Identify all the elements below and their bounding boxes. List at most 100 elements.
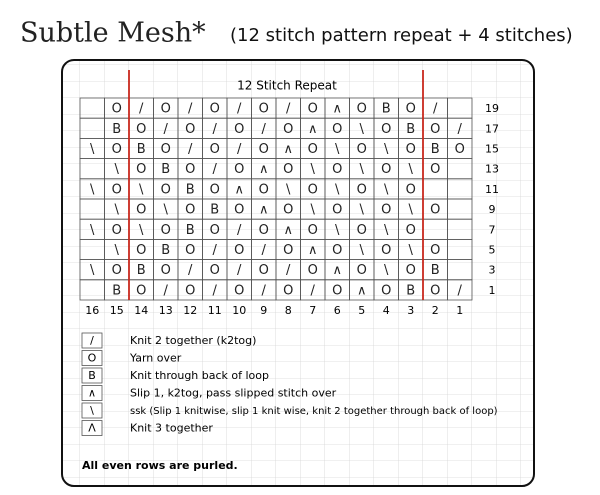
stitch-symbol: \ — [90, 263, 95, 278]
legend-symbol: / — [90, 334, 94, 347]
stitch-symbol: B — [210, 203, 219, 218]
stitch-symbol: \ — [384, 182, 389, 197]
stitch-symbol: O — [234, 122, 244, 137]
stitch-symbol: / — [213, 283, 218, 298]
legend-symbol: \ — [90, 404, 94, 417]
repeat-label: 12 Stitch Repeat — [237, 79, 337, 93]
stitch-symbol: O — [185, 243, 195, 258]
stitch-symbol: ∧ — [308, 122, 318, 137]
stitch-symbol: O — [357, 263, 367, 278]
column-number: 7 — [309, 304, 316, 317]
legend-box — [81, 420, 103, 436]
stitch-symbol: O — [161, 263, 171, 278]
stitch-symbol: O — [185, 203, 195, 218]
stitch-symbol: / — [262, 243, 267, 258]
subtitle: (12 stitch pattern repeat + 4 stitches) — [230, 25, 573, 46]
legend-box — [81, 385, 103, 401]
stitch-symbol: \ — [360, 203, 365, 218]
column-number: 14 — [134, 304, 148, 317]
stitch-symbol: O — [308, 263, 318, 278]
stitch-symbol: ∧ — [234, 182, 244, 197]
column-number: 12 — [183, 304, 197, 317]
stitch-symbol: B — [406, 283, 415, 298]
legend-box — [81, 402, 103, 419]
stitch-symbol: O — [136, 122, 146, 137]
column-number: 6 — [334, 304, 341, 317]
stitch-symbol: O — [112, 263, 122, 278]
legend-symbol: B — [88, 369, 96, 382]
stitch-symbol: O — [430, 162, 440, 177]
stitch-symbol: ∧ — [308, 243, 318, 258]
stitch-symbol: O — [283, 283, 293, 298]
stitch-symbol: O — [210, 102, 220, 117]
stitch-symbol: \ — [409, 162, 414, 177]
stitch-symbol: O — [283, 162, 293, 177]
column-number: 15 — [110, 304, 124, 317]
stitch-symbol: O — [308, 223, 318, 238]
row-number: 3 — [489, 264, 496, 277]
stitch-symbol: B — [137, 142, 146, 157]
stitch-symbol: / — [262, 122, 267, 137]
stitch-symbol: O — [210, 182, 220, 197]
stitch-symbol: O — [332, 243, 342, 258]
row-number: 5 — [489, 244, 496, 257]
stitch-symbol: O — [136, 162, 146, 177]
legend-text: Knit 2 together (k2tog) — [130, 334, 256, 347]
stitch-symbol: O — [259, 182, 269, 197]
stitch-symbol: B — [406, 122, 415, 137]
stitch-symbol: O — [185, 162, 195, 177]
stitch-symbol: O — [332, 283, 342, 298]
column-number: 8 — [285, 304, 292, 317]
stitch-symbol: O — [259, 102, 269, 117]
stitch-symbol: O — [234, 162, 244, 177]
stitch-symbol: / — [139, 102, 144, 117]
stitch-symbol: O — [357, 102, 367, 117]
stitch-symbol: \ — [90, 223, 95, 238]
title: Subtle Mesh* — [20, 18, 206, 49]
stitch-symbol: / — [458, 122, 463, 137]
stitch-symbol: / — [213, 122, 218, 137]
stitch-symbol: \ — [384, 223, 389, 238]
stitch-symbol: O — [210, 263, 220, 278]
stitch-symbol: \ — [139, 182, 144, 197]
legend-text: Knit 3 together — [130, 422, 213, 435]
stitch-symbol: O — [234, 243, 244, 258]
stitch-symbol: O — [406, 142, 416, 157]
legend-text: Slip 1, k2tog, pass slipped stitch over — [130, 387, 337, 400]
stitch-symbol: O — [112, 223, 122, 238]
stitch-symbol: O — [455, 142, 465, 157]
column-number: 5 — [358, 304, 365, 317]
legend-box — [81, 332, 103, 349]
stitch-symbol: O — [112, 182, 122, 197]
column-number: 2 — [432, 304, 439, 317]
stitch-symbol: O — [406, 182, 416, 197]
stitch-symbol: O — [357, 142, 367, 157]
column-number: 10 — [232, 304, 246, 317]
stitch-symbol: O — [406, 223, 416, 238]
stitch-symbol: \ — [164, 203, 169, 218]
stitch-symbol: / — [458, 283, 463, 298]
stitch-symbol: O — [332, 122, 342, 137]
stitch-symbol: \ — [90, 182, 95, 197]
stitch-symbol: / — [213, 243, 218, 258]
stitch-symbol: ∧ — [259, 203, 269, 218]
legend-symbol: ∧ — [88, 387, 96, 400]
stitch-symbol: O — [308, 142, 318, 157]
cell — [447, 279, 473, 301]
stitch-symbol: / — [213, 162, 218, 177]
stitch-symbol: B — [161, 243, 170, 258]
column-number: 4 — [383, 304, 390, 317]
stitch-symbol: O — [185, 122, 195, 137]
stitch-symbol: / — [237, 223, 242, 238]
stitch-symbol: O — [332, 162, 342, 177]
stitch-symbol: O — [185, 283, 195, 298]
column-number: 16 — [85, 304, 99, 317]
stitch-symbol: / — [164, 283, 169, 298]
stitch-symbol: O — [161, 142, 171, 157]
stitch-symbol: \ — [335, 182, 340, 197]
stitch-symbol: \ — [360, 122, 365, 137]
stitch-symbol: \ — [409, 203, 414, 218]
stitch-symbol: B — [161, 162, 170, 177]
legend-text: Knit through back of loop — [130, 369, 269, 382]
